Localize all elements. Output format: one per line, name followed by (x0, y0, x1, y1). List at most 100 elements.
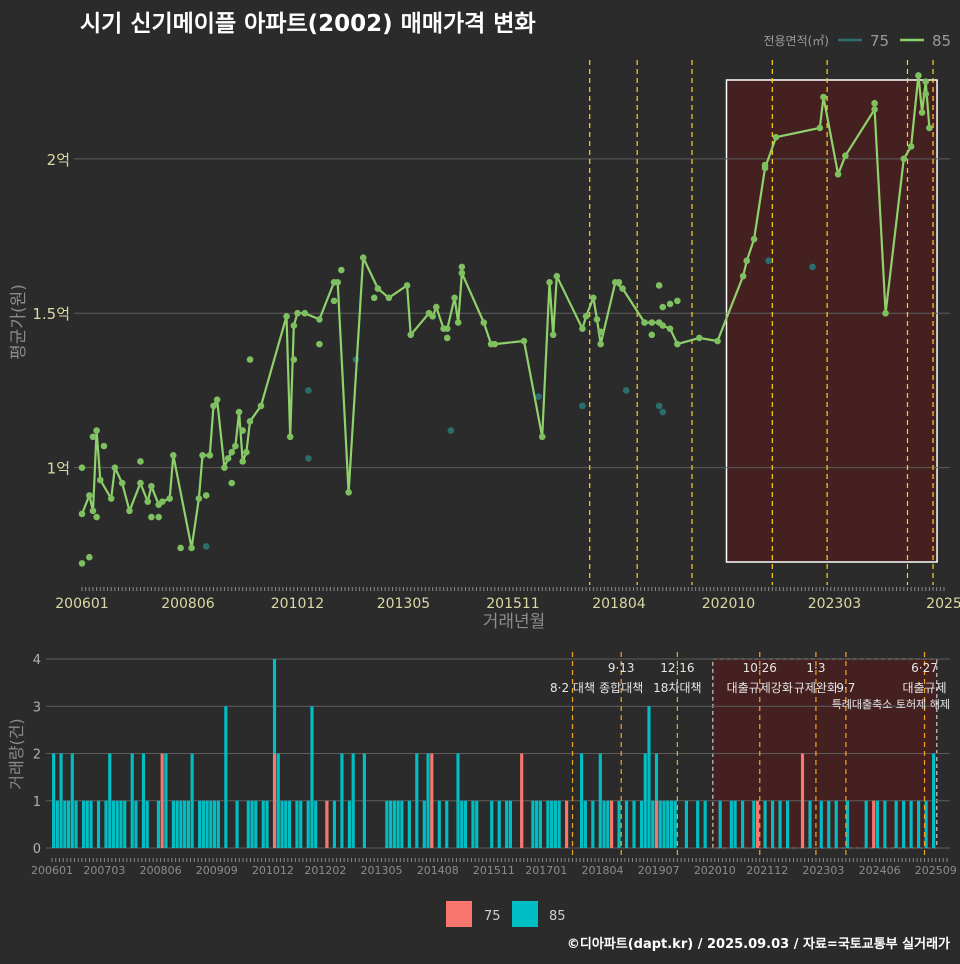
bar-85 (827, 800, 831, 848)
x-tick-label: 200601 (55, 596, 108, 612)
bar-y-tick-label: 2 (33, 748, 41, 763)
point-85 (615, 279, 623, 286)
policy-name-label: 대출규제 (902, 681, 946, 695)
bar-85 (190, 753, 194, 848)
bar-85 (284, 800, 288, 848)
bar-85 (81, 800, 86, 848)
bar-85 (662, 800, 666, 848)
point-85 (232, 442, 239, 450)
point-85 (520, 337, 528, 345)
bar-85 (909, 800, 913, 848)
point-85 (655, 282, 663, 289)
bar-85 (752, 800, 756, 848)
bar-85 (213, 800, 217, 848)
bar-85 (598, 753, 602, 848)
point-75 (809, 263, 816, 271)
bar-85 (280, 800, 284, 848)
point-85 (871, 99, 878, 107)
point-85 (593, 316, 601, 323)
bar-85 (924, 800, 928, 848)
bar-85 (808, 800, 812, 848)
bar-y-tick-label: 1 (33, 795, 41, 810)
point-85 (900, 155, 908, 163)
bar-legend-swatch-85 (512, 901, 538, 927)
bar-85 (396, 800, 400, 848)
point-85 (538, 433, 546, 441)
policy-name-label: 18차대책 (653, 680, 701, 695)
bar-85 (52, 753, 56, 848)
bar-85 (917, 800, 921, 848)
point-85 (239, 427, 247, 434)
point-85 (597, 328, 604, 336)
bar-75 (160, 753, 164, 848)
point-85 (750, 235, 758, 243)
point-85 (246, 418, 254, 425)
point-85 (641, 319, 648, 326)
x-tick-label: 201012 (271, 596, 324, 612)
bar-85 (531, 800, 535, 848)
bar-y-tick-label: 3 (33, 700, 41, 715)
y-tick-label: 1.5억 (32, 305, 70, 323)
bar-85 (834, 800, 838, 848)
point-85 (290, 322, 298, 329)
point-75 (659, 408, 667, 416)
point-85 (221, 464, 228, 471)
point-85 (871, 106, 878, 113)
bar-75 (609, 800, 614, 848)
point-85 (246, 356, 254, 363)
point-85 (739, 272, 747, 280)
bar-85 (306, 800, 310, 848)
bar-x-tick-label: 200806 (140, 864, 182, 877)
bar-x-tick-label: 201408 (417, 864, 459, 877)
legend-title: 전용면적(㎡) (763, 34, 829, 48)
bar-85 (580, 753, 584, 848)
policy-name-label: 종합대책 (599, 680, 643, 695)
point-85 (224, 455, 232, 462)
point-75 (305, 455, 312, 462)
point-85 (283, 313, 290, 320)
point-85 (619, 285, 626, 292)
bar-85 (445, 800, 449, 848)
point-85 (86, 553, 93, 561)
bar-85 (310, 706, 314, 848)
bar-85 (89, 800, 93, 848)
point-85 (659, 322, 667, 329)
bar-85 (246, 800, 250, 848)
point-85 (78, 464, 86, 471)
point-75 (622, 387, 630, 394)
bar-85 (179, 800, 183, 848)
point-75 (765, 257, 772, 265)
bar-85 (362, 753, 366, 848)
bar-85 (63, 800, 67, 848)
bar-85 (718, 800, 722, 848)
bar-85 (175, 800, 179, 848)
x-tick-label: 2025 (926, 596, 960, 612)
point-85 (491, 340, 499, 348)
point-85 (210, 402, 217, 410)
point-85 (743, 257, 751, 265)
point-85 (648, 331, 656, 339)
bar-85 (332, 800, 337, 848)
bar-x-tick-label: 201701 (525, 864, 567, 877)
point-85 (922, 78, 930, 85)
bar-85 (505, 800, 509, 848)
bar-y-tick-label: 4 (33, 653, 41, 668)
point-85 (714, 337, 721, 345)
point-85 (206, 451, 214, 459)
bar-85 (658, 800, 662, 848)
point-85 (89, 507, 97, 515)
bar-85 (299, 800, 303, 848)
bar-85 (883, 800, 887, 848)
bar-85 (224, 706, 228, 848)
point-75 (305, 387, 312, 394)
point-85 (579, 325, 586, 332)
bar-x-tick-label: 201305 (361, 864, 403, 877)
bar-75 (430, 753, 434, 848)
bar-85 (684, 800, 689, 848)
bar-85 (894, 800, 898, 848)
bar-legend-label-75: 75 (484, 909, 501, 924)
bar-85 (460, 800, 464, 848)
x-axis-title: 거래년월 (483, 612, 546, 632)
x-tick-label: 202303 (808, 596, 861, 612)
